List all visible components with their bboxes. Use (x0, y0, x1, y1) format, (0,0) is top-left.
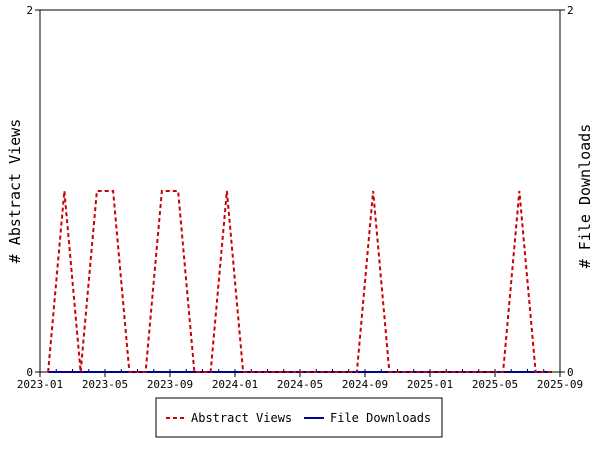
x-tick-label: 2023-09 (147, 378, 193, 391)
legend-label-file-downloads: File Downloads (330, 411, 431, 425)
y-right-axis-title: # File Downloads (576, 124, 594, 269)
legend-label-abstract-views: Abstract Views (191, 411, 292, 425)
series-line-abstract-views (47, 190, 552, 373)
y-right-tick-label: 0 (567, 366, 574, 379)
x-tick-label: 2024-09 (342, 378, 388, 391)
x-tick-label: 2024-01 (212, 378, 258, 391)
y-right-tick-label: 2 (567, 4, 574, 17)
y-left-tick-label: 0 (26, 366, 33, 379)
x-tick-label: 2024-05 (277, 378, 323, 391)
x-tick-label: 2023-05 (82, 378, 128, 391)
x-tick-label: 2025-01 (407, 378, 453, 391)
y-left-tick-label: 2 (26, 4, 33, 17)
legend: Abstract Views File Downloads (155, 397, 443, 438)
plot-area (39, 9, 561, 373)
series-layer (47, 190, 552, 373)
x-tick-label: 2023-01 (17, 378, 63, 391)
y-left-axis-title: # Abstract Views (6, 119, 24, 264)
x-axis-ticks: 2023-01 2023-05 2023-09 2024-01 2024-05 2024-… (17, 369, 583, 391)
legend-box (155, 397, 443, 438)
y-right-ticks: 02 (560, 4, 574, 379)
x-tick-label: 2025-09 (537, 378, 583, 391)
y-left-ticks: 02 (26, 4, 40, 379)
x-tick-label: 2025-05 (472, 378, 518, 391)
